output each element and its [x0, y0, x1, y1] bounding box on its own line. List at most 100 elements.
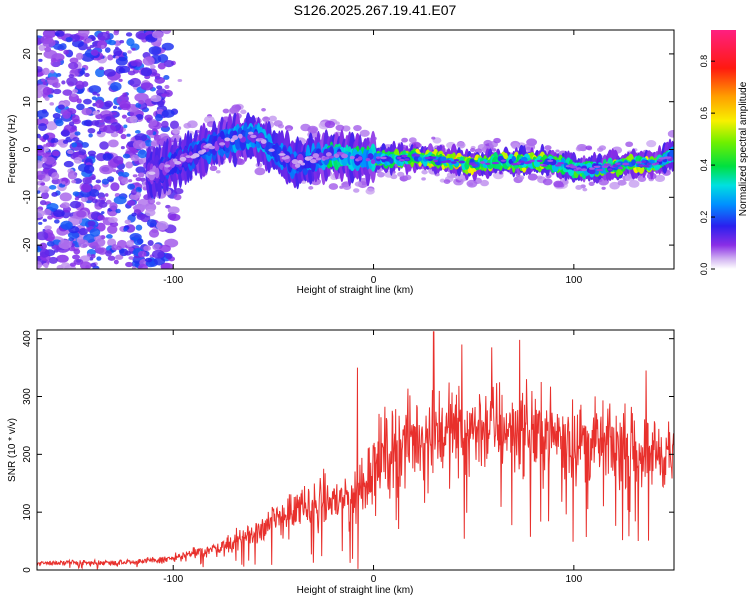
spectrogram-cell: [555, 149, 560, 153]
spectrogram-cell: [291, 159, 299, 165]
spectrogram-cell: [558, 183, 565, 188]
spectrogram-cell: [82, 176, 92, 185]
spectrogram-cell: [518, 160, 525, 163]
spectrogram-cell: [113, 30, 119, 36]
spectrogram-cell: [120, 145, 125, 150]
spectrogram-cell: [118, 78, 123, 82]
chart-title: S126.2025.267.19.41.E07: [294, 2, 457, 18]
spectrogram-cell: [588, 181, 595, 186]
spectrogram-cell: [167, 206, 180, 214]
spectrogram-cell: [414, 154, 420, 157]
spectrogram-cell: [113, 48, 123, 57]
spectrogram-cell: [92, 110, 100, 116]
spectrogram-cell: [403, 174, 412, 181]
spectrogram-cell: [536, 159, 543, 163]
spectrogram-cell: [365, 187, 375, 195]
spectrogram-cell: [63, 160, 74, 168]
spectrogram-cell: [307, 156, 314, 160]
spectrogram-cell: [97, 215, 106, 221]
spectrogram-cell: [208, 145, 216, 150]
spectrogram-cell: [424, 156, 431, 160]
spectrogram-cell: [129, 77, 142, 88]
spectrogram-y-tick-label: 0: [22, 146, 33, 152]
spectrogram-cell: [96, 256, 102, 261]
spectrogram-cell: [137, 198, 151, 207]
spectrogram-cell: [51, 172, 60, 181]
spectrogram-cell: [67, 170, 78, 180]
spectrogram-cell: [119, 65, 131, 74]
spectrogram-cell: [83, 119, 93, 127]
spectrogram-cell: [131, 212, 137, 217]
spectrogram-cell: [577, 144, 588, 151]
spectrogram-cell: [122, 52, 128, 57]
spectrogram-cell: [48, 256, 58, 264]
spectrogram-cell: [37, 231, 49, 241]
spectrogram-cell: [147, 239, 154, 246]
spectrogram-cell: [103, 124, 117, 134]
spectrogram-cell: [588, 167, 595, 170]
spectrogram-cell: [112, 105, 118, 109]
snr-ticks: -100 0 100 0 100 200 300 400: [22, 330, 674, 585]
spectrogram-cell: [38, 44, 46, 51]
spectrogram-cell: [75, 80, 85, 90]
spectrogram-cell: [120, 133, 127, 140]
spectrogram-cell: [79, 70, 86, 75]
spectrogram-cell: [127, 50, 132, 54]
spectrogram-cell: [155, 221, 169, 231]
spectrogram-cell: [54, 219, 60, 224]
spectrogram-cell: [151, 249, 165, 259]
spectrogram-cell: [622, 162, 630, 166]
spectrogram-cell: [72, 254, 80, 260]
spectrogram-cell: [445, 159, 452, 163]
spectrogram-cell: [68, 74, 75, 78]
spectrogram-cell: [41, 78, 46, 82]
spectrogram-cell: [155, 113, 163, 122]
spectrogram-cell: [164, 164, 171, 168]
spectrogram-cell: [485, 162, 491, 166]
spectrogram-cell: [126, 240, 134, 247]
spectrogram-cell: [279, 150, 285, 163]
spectrogram-cell: [89, 189, 100, 197]
spectrogram-cell: [162, 30, 172, 35]
spectrogram-cell: [127, 183, 136, 190]
spectrogram-cell: [341, 153, 348, 159]
spectrogram-cell: [542, 164, 548, 167]
spectrogram-cell: [612, 164, 618, 168]
spectrogram-cell: [144, 139, 153, 147]
spectrogram-cell: [48, 185, 57, 190]
spectrogram-cell: [68, 121, 75, 127]
spectrogram-cell: [115, 55, 119, 59]
spectrogram-cell: [74, 197, 80, 201]
spectrogram-cell: [37, 133, 41, 139]
snr-plot-area: [37, 331, 674, 570]
spectrogram-cell: [164, 253, 173, 260]
spectrogram-cell: [50, 138, 59, 143]
spectrogram-cell: [37, 160, 44, 169]
spectrogram-cell: [49, 102, 55, 106]
spectrogram-cell: [646, 162, 652, 166]
spectrogram-cell: [328, 155, 335, 159]
spectrogram-cell: [161, 120, 169, 128]
spectrogram-cell: [148, 229, 160, 238]
spectrogram-cell: [127, 70, 136, 76]
spectrogram-cell: [354, 181, 363, 187]
spectrogram-cell: [260, 139, 267, 144]
spectrogram-cell: [421, 177, 426, 181]
spectrogram-cell: [146, 219, 157, 228]
snr-y-tick-label: 200: [22, 446, 33, 463]
spectrogram-cell: [144, 257, 153, 263]
spectrogram-cell: [106, 176, 115, 182]
spectrogram-cell: [154, 76, 166, 84]
spectrogram-cell: [152, 243, 162, 251]
spectrogram-cell: [121, 171, 130, 178]
spectrogram-cell: [58, 239, 72, 250]
spectrogram-cell: [116, 96, 126, 105]
spectrogram-cell: [638, 164, 645, 167]
spectrogram-cell: [262, 116, 270, 122]
spectrogram-cell: [110, 81, 122, 91]
spectrogram-cell: [38, 185, 50, 193]
spectrogram-cell: [376, 171, 385, 178]
spectrogram-cell: [261, 108, 266, 112]
snr-y-tick-label: 400: [22, 330, 33, 347]
spectrogram-cell: [104, 47, 111, 53]
